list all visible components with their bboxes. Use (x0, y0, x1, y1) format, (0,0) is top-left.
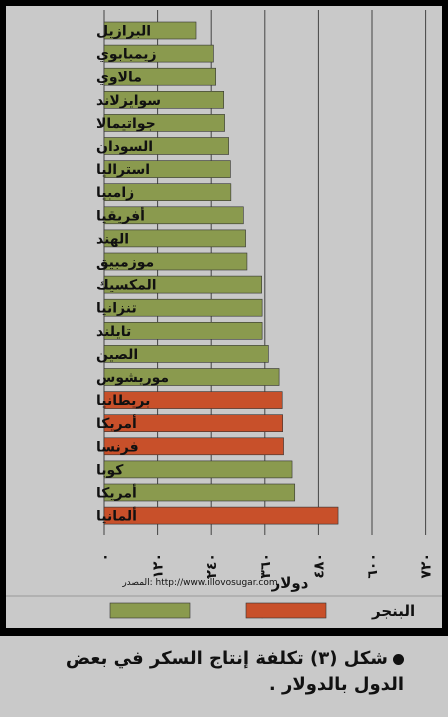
legend-swatch (245, 602, 327, 619)
bar (103, 44, 214, 63)
bar (103, 506, 339, 525)
category-label: فرنسا (96, 439, 139, 455)
bar (103, 391, 283, 409)
bar (103, 414, 283, 433)
x-tick-label: ٤٨٠ (311, 553, 327, 579)
category-label: أمريكا (96, 484, 137, 502)
category-label: تنزانيا (96, 301, 137, 317)
category-label: الصين (96, 347, 138, 363)
figure-caption: شكل (٣) تكلفة إنتاج السكر في بعض الدول ب… (44, 646, 404, 698)
bar (103, 67, 216, 86)
category-label: زيمبابوي (96, 47, 157, 64)
category-label: السودان (96, 139, 153, 155)
category-label: أمريكا (96, 414, 137, 432)
category-label: الهند (96, 231, 129, 247)
bar (103, 160, 231, 178)
bar (103, 252, 248, 271)
chart-frame: البرازيل زيمبابوي مالاوي سوايزلاند جواتيمالا… (0, 0, 448, 636)
legend-label: البنجر (371, 602, 415, 620)
bar (103, 298, 263, 317)
bar (103, 483, 296, 502)
category-label: المكسيك (96, 278, 157, 294)
bar (103, 437, 284, 456)
category-label: زامبيا (96, 185, 134, 201)
source-note: المصدر: http://www.illovosugar.com (121, 578, 277, 588)
category-label: موزمبيق (96, 255, 154, 271)
legend-swatch (109, 602, 191, 619)
category-label: سوايزلاند (96, 93, 161, 109)
bar (103, 275, 262, 294)
category-label: مالاوي (96, 70, 142, 87)
legend-panel (6, 597, 442, 628)
category-label: أفريقيا (96, 206, 145, 224)
category-label: تايلند (96, 324, 131, 340)
x-tick-label: ٠ (97, 553, 113, 562)
sugar-cost-chart: البرازيل زيمبابوي مالاوي سوايزلاند جواتيمالا… (6, 6, 442, 628)
category-label: كوبا (96, 462, 124, 478)
x-tick-label: ١٢٠ (151, 553, 167, 579)
bar (103, 345, 269, 363)
bar (103, 229, 246, 248)
bar (103, 321, 263, 340)
category-label: ألمانيا (96, 507, 137, 525)
caption-area: شكل (٣) تكلفة إنتاج السكر في بعض الدول ب… (0, 636, 448, 717)
category-label: استراليا (96, 162, 150, 178)
x-axis-label: دولار (271, 574, 309, 592)
bar (103, 137, 229, 155)
bar (103, 91, 225, 109)
bullet-icon (393, 653, 404, 665)
bar (103, 114, 225, 132)
category-label: موريشوس (96, 370, 169, 386)
bar (103, 183, 232, 201)
bar (103, 206, 244, 225)
bar (103, 21, 197, 40)
category-label: البرازيل (96, 24, 151, 40)
bar (103, 460, 293, 479)
x-tick-label: ٦٠٠ (365, 553, 381, 579)
category-label: بريطانيا (96, 393, 150, 409)
x-tick-label: ٧٢٠ (419, 553, 435, 579)
bar (103, 368, 280, 386)
caption-text: شكل (٣) تكلفة إنتاج السكر في بعض الدول ب… (65, 648, 404, 695)
x-tick-label: ٣٦٠ (258, 553, 274, 579)
x-tick-label: ٢٤٠ (204, 553, 220, 579)
category-label: جواتيمالا (96, 116, 156, 132)
